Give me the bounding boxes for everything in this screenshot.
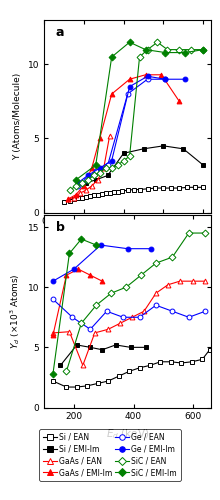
X-axis label: $E_m$ (eV): $E_m$ (eV) bbox=[108, 232, 148, 245]
Y-axis label: Y (Atoms/Molecule): Y (Atoms/Molecule) bbox=[13, 72, 22, 160]
Text: a: a bbox=[56, 26, 64, 39]
Text: b: b bbox=[56, 221, 65, 234]
Legend: Si / EAN, Si / EMI-Im, GaAs / EAN, GaAs / EMI-Im, Ge / EAN, Ge / EMI-Im, SiC / E: Si / EAN, Si / EMI-Im, GaAs / EAN, GaAs … bbox=[39, 429, 181, 481]
Y-axis label: $Y_d$ ($\times10^3$ Atoms): $Y_d$ ($\times10^3$ Atoms) bbox=[8, 274, 22, 349]
X-axis label: $E_d$ (keV): $E_d$ (keV) bbox=[106, 427, 149, 440]
